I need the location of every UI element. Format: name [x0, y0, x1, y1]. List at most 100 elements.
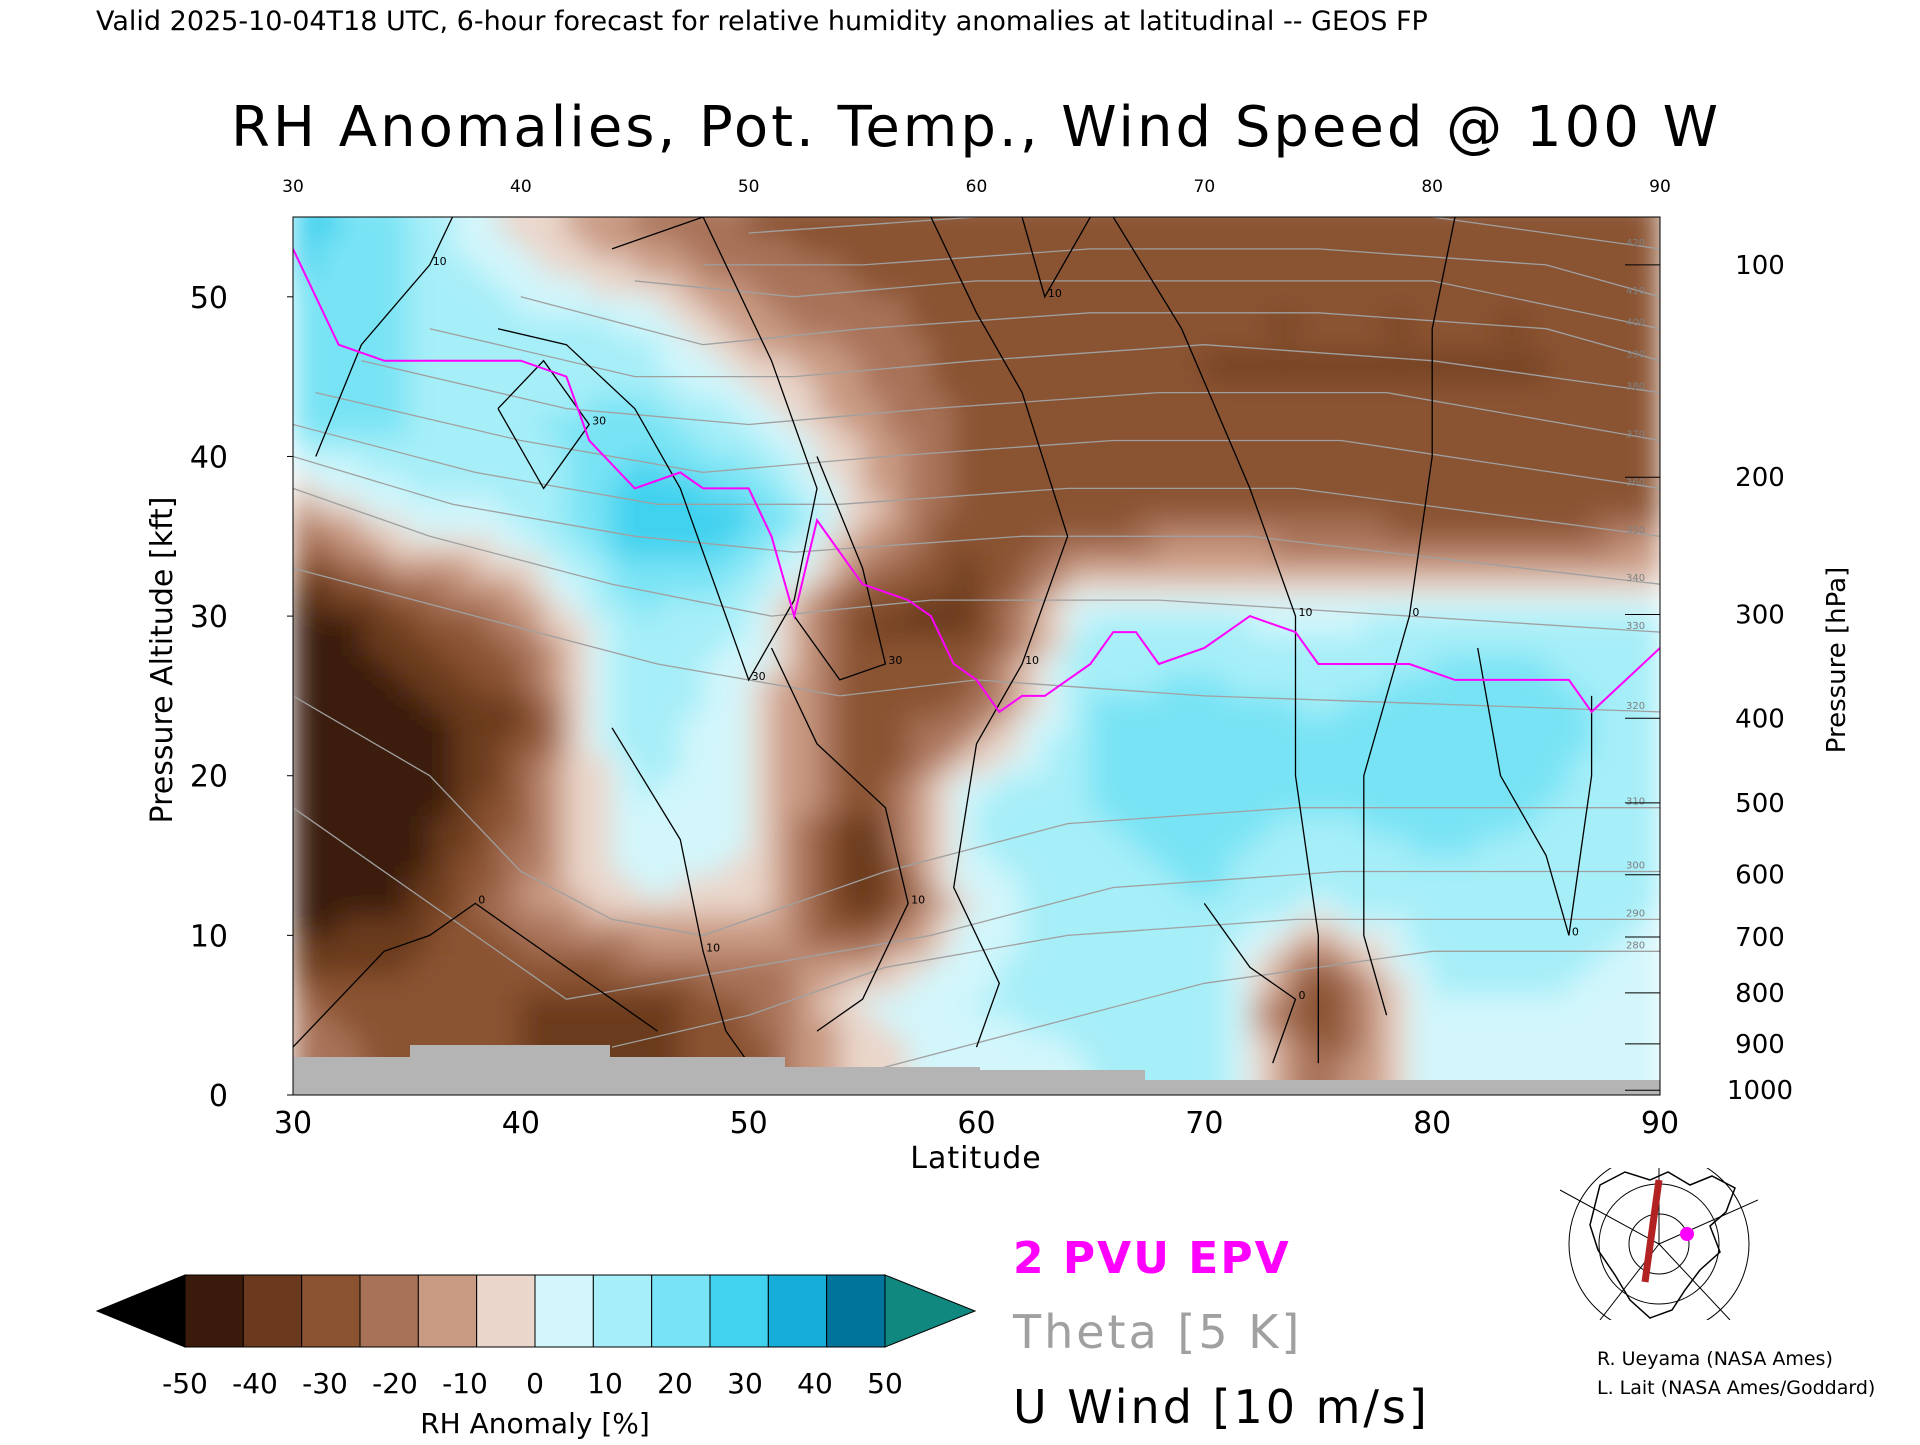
- rh-cell: [1022, 316, 1046, 338]
- rh-cell: [1044, 955, 1069, 977]
- rh-cell: [1090, 316, 1114, 338]
- rh-cell: [1227, 935, 1251, 957]
- rh-cell: [452, 895, 477, 917]
- rh-cell: [1363, 276, 1388, 298]
- rh-cell: [634, 256, 659, 278]
- rh-cell: [1432, 855, 1456, 877]
- rh-cell: [520, 496, 545, 518]
- rh-cell: [1432, 715, 1456, 737]
- rh-cell: [725, 895, 750, 917]
- rh-cell: [1341, 895, 1365, 917]
- rh-cell: [1204, 1015, 1228, 1036]
- rh-cell: [1614, 715, 1639, 737]
- rh-cell: [1363, 835, 1388, 857]
- rh-cell: [475, 915, 499, 937]
- rh-cell: [475, 895, 499, 917]
- rh-cell: [976, 815, 1001, 837]
- rh-cell: [1614, 217, 1639, 238]
- colorbar-swatch: [767, 1274, 828, 1348]
- colorbar-swatch: [651, 1274, 711, 1348]
- rh-cell: [1432, 556, 1456, 577]
- rh-cell: [703, 436, 727, 458]
- rh-cell: [862, 396, 887, 418]
- rh-cell: [475, 217, 499, 238]
- rh-cell: [771, 855, 796, 877]
- rh-cell: [976, 795, 1001, 817]
- rh-cell: [1591, 217, 1616, 218]
- rh-cell: [429, 356, 454, 378]
- rh-cell: [885, 1095, 909, 1116]
- rh-cell: [794, 1015, 818, 1036]
- rh-cell: [1341, 356, 1365, 378]
- rh-cell: [293, 217, 317, 238]
- rh-cell: [862, 656, 887, 677]
- rh-cell: [794, 516, 818, 538]
- rh-cell: [1272, 256, 1297, 278]
- rh-cell: [1067, 775, 1092, 797]
- rh-cell: [1454, 217, 1479, 218]
- rh-cell: [1614, 1035, 1639, 1056]
- rh-cell: [1614, 1015, 1639, 1036]
- rh-cell: [1363, 556, 1388, 577]
- rh-cell: [657, 895, 682, 917]
- rh-cell: [1272, 975, 1297, 997]
- rh-cell: [1158, 256, 1183, 278]
- colorbar-swatch: [534, 1274, 594, 1348]
- rh-cell: [839, 556, 864, 577]
- rh-cell: [1477, 416, 1502, 438]
- u-wind-contour-line: [1021, 217, 1091, 299]
- rh-cell: [1454, 296, 1479, 318]
- rh-cell: [1113, 915, 1137, 937]
- rh-cell: [1409, 296, 1433, 318]
- rh-cell: [1181, 835, 1206, 857]
- rh-cell: [1341, 336, 1365, 358]
- rh-cell: [658, 1095, 682, 1116]
- rh-cell: [862, 296, 887, 318]
- rh-cell: [1363, 376, 1388, 398]
- x-tick-label: 80: [1413, 1106, 1451, 1141]
- rh-cell: [1158, 217, 1183, 238]
- rh-cell: [315, 217, 340, 238]
- rh-cell: [1204, 276, 1228, 298]
- rh-cell: [1067, 416, 1092, 438]
- chart-title: RH Anomalies, Pot. Temp., Wind Speed @ 1…: [231, 95, 1721, 160]
- rh-cell: [1135, 875, 1160, 897]
- rh-cell: [1614, 296, 1639, 318]
- rh-cell: [566, 795, 590, 817]
- rh-cell: [657, 596, 682, 617]
- rh-cell: [817, 416, 841, 438]
- rh-cell: [748, 596, 773, 617]
- rh-cell: [589, 496, 613, 518]
- rh-cell: [1249, 636, 1274, 657]
- rh-cell: [611, 276, 636, 298]
- rh-cell: [657, 256, 682, 278]
- x-tick-label: 30: [274, 1106, 312, 1141]
- rh-cell: [930, 476, 955, 498]
- rh-cell: [1022, 715, 1046, 737]
- rh-cell: [1523, 636, 1547, 657]
- rh-cell: [817, 695, 841, 717]
- rh-cell: [839, 456, 864, 478]
- rh-cell: [338, 476, 363, 498]
- rh-cell: [338, 556, 363, 577]
- rh-cell: [611, 855, 636, 877]
- rh-cell: [1614, 1095, 1638, 1116]
- rh-cell: [1477, 1015, 1502, 1036]
- rh-cell: [794, 356, 818, 378]
- rh-cell: [817, 236, 841, 258]
- rh-cell: [1341, 636, 1365, 657]
- rh-cell: [1318, 715, 1342, 737]
- rh-cell: [771, 1035, 796, 1056]
- rh-cell: [1204, 496, 1228, 518]
- rh-cell: [1614, 636, 1639, 657]
- rh-cell: [1568, 975, 1593, 997]
- rh-cell: [1318, 616, 1342, 637]
- rh-cell: [589, 316, 613, 338]
- rh-cell: [498, 695, 522, 717]
- rh-cell: [1181, 236, 1206, 258]
- rh-cell: [1068, 1095, 1092, 1116]
- rh-cell: [1090, 236, 1114, 258]
- u-wind-contour-label: 10: [1025, 654, 1039, 667]
- colorbar-swatch: [301, 1274, 361, 1348]
- rh-cell: [1409, 675, 1433, 697]
